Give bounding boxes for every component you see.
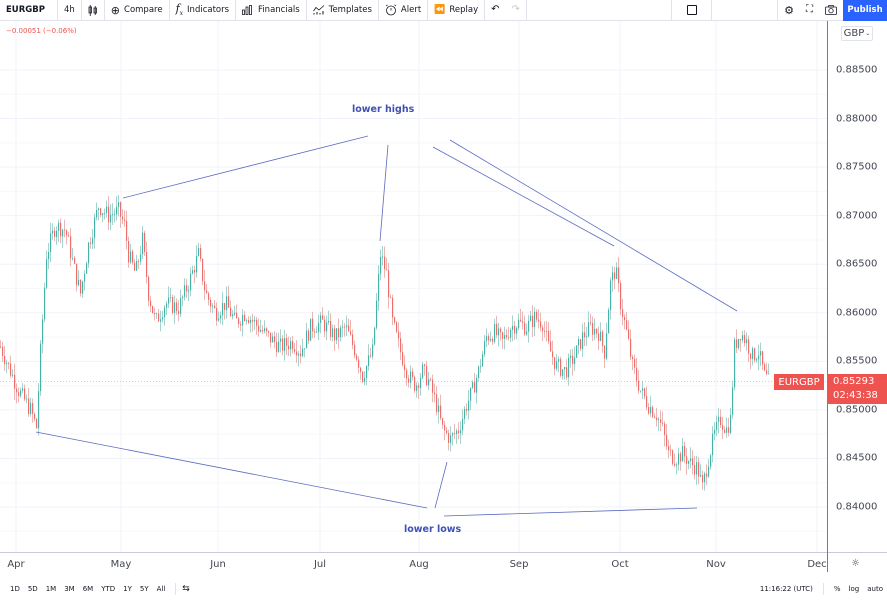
range-button-ytd[interactable]: YTD xyxy=(101,585,116,593)
log-toggle[interactable]: log xyxy=(848,585,860,593)
time-tick: Aug xyxy=(409,559,429,570)
settings-button[interactable]: ⚙ xyxy=(778,0,800,21)
utc-clock[interactable]: 11:16:22 (UTC) xyxy=(760,583,824,595)
bar-chart-icon xyxy=(242,5,252,15)
last-price-label: 0.85293 02:43:38 xyxy=(827,374,887,404)
chart-pane[interactable] xyxy=(0,21,827,552)
time-tick: May xyxy=(110,559,132,570)
time-tick: Nov xyxy=(706,559,726,570)
indicators-label: Indicators xyxy=(187,5,230,15)
bottom-toolbar: 1D 5D 1M 3M 6M YTD 1Y 5Y All ⇆ 11:16:22 (UTC) % … xyxy=(0,578,887,600)
interval-label: 4h xyxy=(64,5,75,15)
range-button-3m[interactable]: 3M xyxy=(64,585,75,593)
go-to-date-icon[interactable]: ⇆ xyxy=(182,584,190,594)
bottom-right-controls: 11:16:22 (UTC) % log auto xyxy=(760,578,887,600)
price-tick: 0.85000 xyxy=(836,404,878,416)
snapshot-button[interactable] xyxy=(819,0,843,21)
axis-settings-button[interactable]: ☼ xyxy=(851,558,860,569)
range-button-5y[interactable]: 5Y xyxy=(139,585,149,593)
redo-button[interactable]: ↷ xyxy=(506,0,527,21)
candlestick-chart[interactable] xyxy=(0,21,827,552)
currency-label: GBP xyxy=(843,28,865,39)
percent-toggle[interactable]: % xyxy=(833,585,841,593)
price-tick: 0.84000 xyxy=(836,501,878,513)
symbol-search-button[interactable]: EURGBP xyxy=(0,0,58,21)
range-button-1m[interactable]: 1M xyxy=(45,585,57,593)
interval-button[interactable]: 4h xyxy=(58,0,82,21)
alert-label: Alert xyxy=(400,5,422,15)
fullscreen-icon: ⛶ xyxy=(806,4,813,15)
toolbar-spacer-2 xyxy=(712,0,779,21)
last-price-value: 0.85293 xyxy=(833,376,875,387)
settings-sun-icon: ☼ xyxy=(851,558,860,569)
fx-icon: fx xyxy=(175,1,184,18)
annotation-lower-lows[interactable]: lower lows xyxy=(404,524,462,535)
time-tick: Apr xyxy=(7,559,25,570)
currency-selector[interactable]: GBP ⌄ xyxy=(841,26,873,41)
compare-label: Compare xyxy=(124,5,163,15)
range-button-1y[interactable]: 1Y xyxy=(123,585,132,593)
symbol-label: EURGBP xyxy=(6,5,45,15)
undo-icon: ↶ xyxy=(491,4,500,15)
range-button-5d[interactable]: 5D xyxy=(27,585,38,593)
fullscreen-button[interactable]: ⛶ xyxy=(800,0,819,21)
price-tick: 0.86000 xyxy=(836,307,878,319)
auto-toggle[interactable]: auto xyxy=(867,585,883,593)
range-button-6m[interactable]: 6M xyxy=(82,585,94,593)
compare-button[interactable]: ⊕ Compare xyxy=(105,0,170,21)
price-tick: 0.84500 xyxy=(836,452,878,464)
time-tick: Jun xyxy=(210,559,226,570)
last-price-symbol-label: EURGBP xyxy=(774,374,824,390)
price-tick: 0.88500 xyxy=(836,64,878,76)
toolbar-spacer xyxy=(527,0,673,21)
redo-icon: ↷ xyxy=(511,4,520,15)
publish-label: Publish xyxy=(847,5,883,15)
chevron-down-icon: ⌄ xyxy=(865,30,871,37)
range-button-all[interactable]: All xyxy=(156,585,166,593)
price-tick: 0.87000 xyxy=(836,210,878,222)
price-tick: 0.85500 xyxy=(836,355,878,367)
chart-type-button[interactable] xyxy=(82,0,105,21)
camera-icon xyxy=(825,5,837,15)
undo-button[interactable]: ↶ xyxy=(485,0,505,21)
annotation-lower-highs[interactable]: lower highs xyxy=(352,104,415,115)
price-tick: 0.88000 xyxy=(836,113,878,125)
time-tick: Sep xyxy=(509,559,529,570)
templates-label: Templates xyxy=(328,5,372,15)
layout-button[interactable] xyxy=(672,0,713,21)
top-toolbar: EURGBP 4h ⊕ Compare fx Indicators Financ… xyxy=(0,0,887,21)
gear-icon: ⚙ xyxy=(784,3,794,17)
templates-icon xyxy=(312,5,324,15)
financials-button[interactable]: Financials xyxy=(236,0,307,21)
divider xyxy=(175,583,177,595)
replay-label: Replay xyxy=(449,5,479,15)
indicators-button[interactable]: fx Indicators xyxy=(170,0,237,21)
price-tick: 0.86500 xyxy=(836,258,878,270)
alarm-clock-icon xyxy=(385,4,397,16)
plus-circle-icon: ⊕ xyxy=(110,3,121,17)
price-tick: 0.87500 xyxy=(836,161,878,173)
price-axis[interactable]: 0.88500 0.88000 0.87500 0.87000 0.86500 0.860… xyxy=(827,21,887,552)
time-tick: Oct xyxy=(611,559,629,570)
time-axis[interactable]: Apr May Jun Jul Aug Sep Oct Nov Dec xyxy=(0,552,887,578)
replay-icon: ⏪ xyxy=(434,4,446,15)
replay-button[interactable]: ⏪ Replay xyxy=(428,0,486,21)
range-button-1d[interactable]: 1D xyxy=(10,585,20,593)
axis-separator xyxy=(827,552,828,572)
financials-label: Financials xyxy=(258,5,300,15)
price-change: −0.00051 (−0.06%) xyxy=(6,27,77,35)
templates-button[interactable]: Templates xyxy=(307,0,379,21)
time-tick: Dec xyxy=(807,559,827,570)
alert-button[interactable]: Alert xyxy=(379,0,429,21)
publish-button[interactable]: Publish xyxy=(843,0,887,21)
candles-icon xyxy=(88,4,97,16)
time-tick: Jul xyxy=(313,559,327,570)
bar-countdown: 02:43:38 xyxy=(833,390,878,401)
square-layout-icon xyxy=(686,5,697,15)
date-range-buttons: 1D 5D 1M 3M 6M YTD 1Y 5Y All xyxy=(0,585,169,593)
